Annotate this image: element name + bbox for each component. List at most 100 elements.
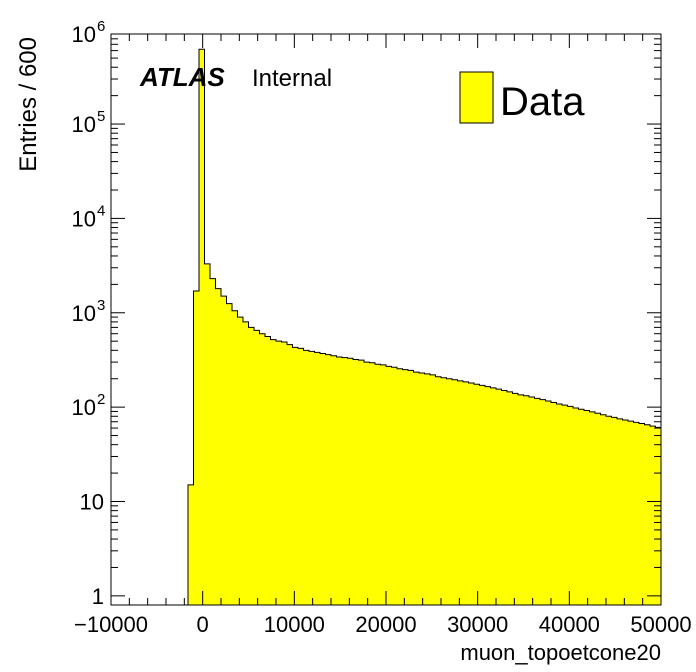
histogram-bin — [364, 362, 370, 605]
histogram-bin — [413, 372, 419, 605]
histogram-bin — [270, 339, 276, 605]
histogram-bin — [276, 341, 282, 605]
histogram-bin — [259, 333, 265, 605]
histogram-bin — [243, 321, 249, 605]
histogram-bin — [507, 391, 513, 605]
histogram-bin — [446, 378, 452, 605]
histogram-bin — [336, 356, 342, 605]
histogram-bin — [408, 370, 414, 605]
y-tick-label: 1 — [92, 584, 104, 609]
histogram-bin — [380, 364, 386, 605]
histogram-bin — [617, 418, 623, 605]
histogram-bin — [452, 379, 458, 605]
histogram-bin — [441, 377, 447, 605]
y-tick-exponent: 3 — [97, 297, 105, 314]
atlas-label: ATLAS — [139, 62, 225, 92]
histogram-bin — [331, 355, 337, 605]
histogram-bin — [595, 413, 601, 605]
histogram-bin — [369, 362, 375, 605]
histogram-bin — [622, 420, 628, 605]
histogram-bin — [540, 399, 546, 605]
histogram-bin — [463, 381, 469, 605]
x-tick-label: 50000 — [630, 612, 691, 637]
histogram-bin — [529, 397, 535, 605]
histogram-bin — [386, 366, 392, 605]
histogram-bin — [501, 390, 507, 605]
histogram-bin — [644, 424, 650, 605]
x-tick-label: 0 — [197, 612, 209, 637]
histogram-bin — [584, 410, 590, 605]
histogram-bin — [545, 401, 551, 605]
legend-entry-data: Data — [500, 80, 585, 124]
histogram-bin — [430, 374, 436, 605]
histogram-bin — [232, 310, 238, 605]
histogram-bin — [402, 369, 408, 605]
histogram-bin — [457, 380, 463, 605]
y-axis-label: Entries / 600 — [15, 37, 42, 172]
histogram-bin — [199, 49, 205, 606]
y-tick-label: 10 — [72, 395, 96, 420]
histogram-bin — [573, 407, 579, 605]
histogram-bin — [292, 347, 298, 605]
histogram-bin — [358, 360, 364, 605]
histogram-bin — [479, 385, 485, 605]
x-tick-label: 40000 — [539, 612, 600, 637]
histogram-bin — [578, 409, 584, 605]
histogram-bin — [639, 423, 645, 605]
histogram-bin — [325, 354, 331, 605]
legend: Data — [459, 71, 585, 124]
histogram-bin — [204, 263, 210, 605]
histogram-bin — [518, 394, 524, 605]
histogram-bin — [419, 372, 425, 605]
y-tick-label: 10 — [80, 489, 104, 514]
histogram-bin — [210, 278, 216, 605]
histogram-bin — [342, 357, 348, 605]
x-axis-label: muon_topoetcone20 — [460, 640, 661, 665]
histogram-bin — [512, 393, 518, 605]
histogram-bin — [650, 426, 656, 605]
histogram-bin — [193, 291, 199, 605]
histogram-bin — [254, 330, 260, 605]
x-axis-ticks: −10000 0 10000 20000 30000 40000 50000 — [74, 34, 692, 637]
histogram-bin — [391, 367, 397, 605]
legend-swatch — [459, 71, 494, 124]
histogram-bin — [490, 387, 496, 605]
y-tick-exponent: 5 — [97, 108, 105, 125]
histogram-bin — [611, 417, 617, 605]
histogram-bin — [556, 403, 562, 605]
histogram-bin — [347, 358, 353, 605]
histogram-bin — [496, 389, 502, 605]
histogram-bin — [589, 411, 595, 605]
histogram-bin — [188, 484, 194, 605]
histogram-bin — [633, 422, 639, 605]
histogram-bin — [248, 327, 254, 605]
histogram-bin — [265, 336, 271, 605]
histogram-bin — [562, 405, 568, 605]
x-tick-label: 20000 — [355, 612, 416, 637]
histogram-bin — [474, 384, 480, 605]
histogram-bars — [188, 49, 661, 606]
y-tick-exponent: 6 — [97, 18, 105, 35]
histogram-bin — [523, 395, 529, 605]
histogram-bin — [226, 303, 232, 605]
histogram-bin — [567, 406, 573, 605]
histogram-bin — [281, 342, 287, 605]
y-tick-label: 10 — [72, 22, 96, 47]
histogram-bin — [309, 351, 315, 605]
y-tick-label: 10 — [72, 301, 96, 326]
histogram-bin — [298, 348, 304, 605]
histogram-bin — [600, 414, 606, 605]
x-tick-label: 10000 — [264, 612, 325, 637]
histogram-bin — [424, 373, 430, 605]
y-tick-label: 10 — [72, 112, 96, 137]
y-tick-exponent: 4 — [97, 202, 105, 219]
histogram-bin — [314, 352, 320, 605]
histogram-bin — [468, 383, 474, 605]
histogram-bin — [485, 386, 491, 605]
histogram-bin — [215, 288, 221, 605]
histogram-bin — [221, 296, 227, 605]
y-tick-label: 10 — [72, 206, 96, 231]
histogram-bin — [375, 364, 381, 605]
